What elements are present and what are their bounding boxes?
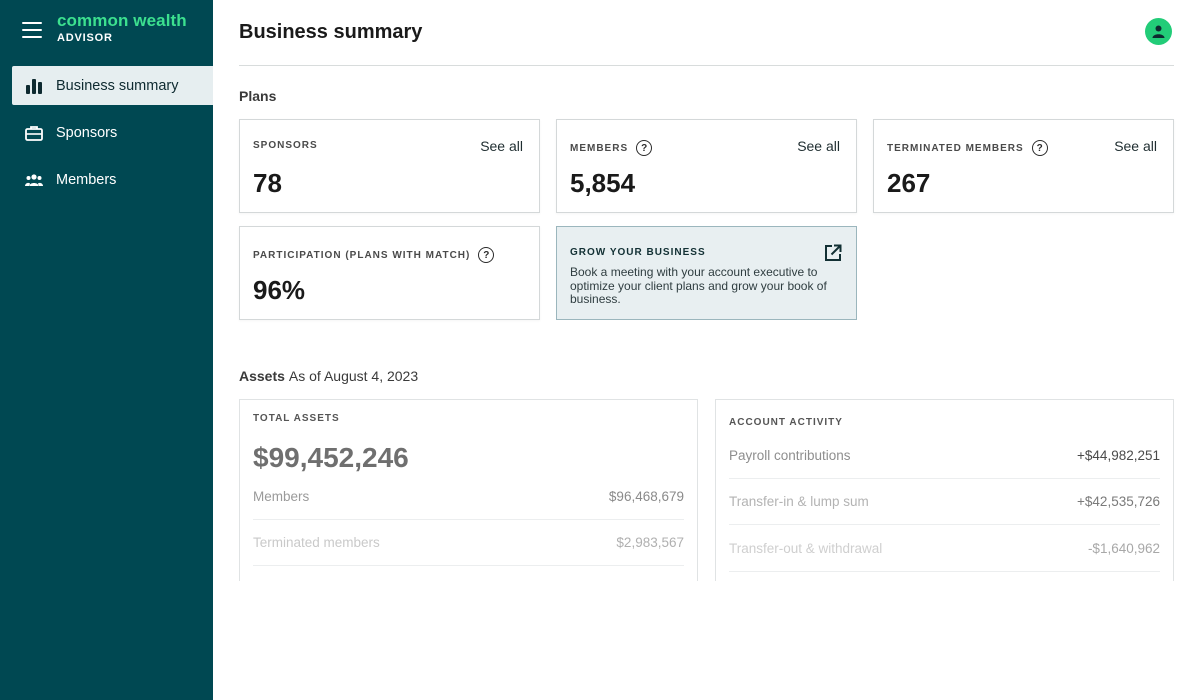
- briefcase-icon: [24, 123, 44, 143]
- list-item: Terminated members $2,983,567: [253, 520, 684, 566]
- sidebar: common wealth ADVISOR Business summary S…: [0, 0, 213, 700]
- account-activity-title: ACCOUNT ACTIVITY: [729, 417, 843, 428]
- topbar: Business summary: [239, 0, 1174, 66]
- hamburger-menu-icon[interactable]: [22, 22, 42, 38]
- avatar[interactable]: [1145, 18, 1172, 45]
- help-icon[interactable]: ?: [478, 247, 495, 263]
- grow-business-title: GROW YOUR BUSINESS: [570, 247, 706, 258]
- terminated-members-count: 267: [887, 168, 931, 198]
- sidebar-item-label: Members: [56, 171, 117, 188]
- user-icon: [1152, 25, 1165, 38]
- members-card: MEMBERS ? See all 5,854: [556, 119, 857, 213]
- page-title: Business summary: [239, 21, 423, 43]
- bar-chart-icon: [24, 76, 44, 96]
- people-icon: [24, 170, 44, 190]
- brand: common wealth ADVISOR: [22, 12, 187, 48]
- grow-business-card[interactable]: GROW YOUR BUSINESS Book a meeting with y…: [556, 226, 857, 320]
- sponsors-count: 78: [253, 168, 282, 198]
- list-item: Transfer-in & lump sum +$42,535,726: [729, 479, 1160, 525]
- terminated-see-all-link[interactable]: See all: [1114, 138, 1157, 154]
- assets-section-label: Assets As of August 4, 2023: [239, 368, 419, 384]
- sponsors-card: SPONSORS See all 78: [239, 119, 540, 213]
- total-assets-title: TOTAL ASSETS: [253, 413, 340, 424]
- participation-card: PARTICIPATION (PLANS WITH MATCH) ? 96%: [239, 226, 540, 320]
- logo: common wealth ADVISOR: [57, 11, 187, 45]
- help-icon[interactable]: ?: [1031, 140, 1048, 156]
- participation-card-title: PARTICIPATION (PLANS WITH MATCH) ?: [253, 247, 495, 263]
- external-link-icon[interactable]: [824, 244, 842, 262]
- total-assets-panel: TOTAL ASSETS $99,452,246 Members $96,468…: [239, 399, 698, 581]
- plans-section-label: Plans: [239, 88, 277, 104]
- help-icon[interactable]: ?: [636, 140, 653, 156]
- list-item: Members $96,468,679: [253, 474, 684, 520]
- logo-subtitle: ADVISOR: [57, 32, 113, 44]
- participation-value: 96%: [253, 275, 306, 305]
- main-content: Business summary Plans SPONSORS See all …: [239, 0, 1174, 700]
- list-item: Payroll contributions +$44,982,251: [729, 433, 1160, 479]
- sponsors-see-all-link[interactable]: See all: [480, 138, 523, 154]
- grow-business-text: Book a meeting with your account executi…: [570, 265, 827, 306]
- members-count: 5,854: [570, 168, 636, 198]
- sidebar-nav: Business summary Sponsors Members: [12, 66, 213, 207]
- sidebar-item-label: Business summary: [56, 77, 179, 94]
- total-assets-value: $99,452,246: [253, 442, 409, 473]
- members-card-title: MEMBERS ?: [570, 140, 653, 156]
- account-activity-panel: ACCOUNT ACTIVITY Payroll contributions +…: [715, 399, 1174, 581]
- terminated-members-card: TERMINATED MEMBERS ? See all 267: [873, 119, 1174, 213]
- members-see-all-link[interactable]: See all: [797, 138, 840, 154]
- sidebar-item-sponsors[interactable]: Sponsors: [12, 113, 213, 152]
- list-item: Transfer-out & withdrawal -$1,640,962: [729, 526, 1160, 572]
- sidebar-item-business-summary[interactable]: Business summary: [12, 66, 213, 105]
- assets-as-of-date: As of August 4, 2023: [288, 368, 419, 384]
- sidebar-item-members[interactable]: Members: [12, 160, 213, 199]
- terminated-members-card-title: TERMINATED MEMBERS ?: [887, 140, 1048, 156]
- sponsors-card-title: SPONSORS: [253, 140, 318, 151]
- logo-name: common wealth: [57, 11, 187, 30]
- sidebar-item-label: Sponsors: [56, 124, 118, 141]
